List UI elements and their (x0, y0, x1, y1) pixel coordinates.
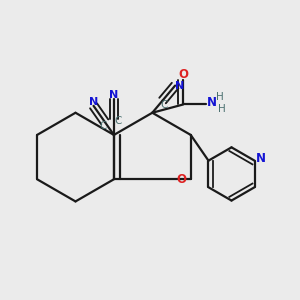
Text: H: H (216, 92, 224, 102)
Text: C: C (115, 116, 122, 126)
Text: N: N (109, 90, 119, 100)
Text: C: C (161, 100, 168, 110)
Text: N: N (256, 152, 266, 165)
Text: C: C (99, 121, 107, 131)
Text: H: H (218, 104, 226, 114)
Text: O: O (178, 68, 188, 81)
Text: O: O (177, 173, 187, 186)
Text: N: N (175, 81, 184, 91)
Text: N: N (207, 96, 217, 109)
Text: N: N (89, 97, 98, 106)
